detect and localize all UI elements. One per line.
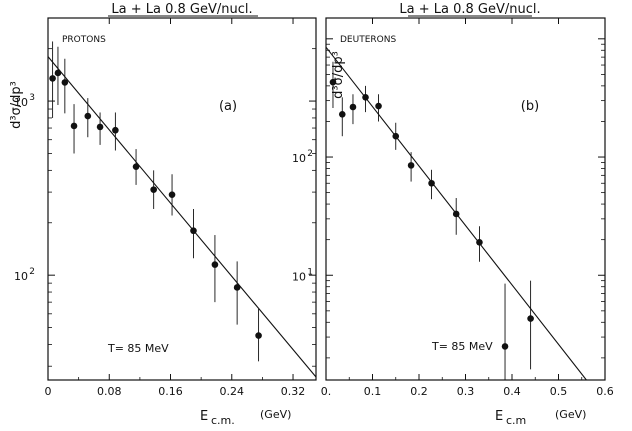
x-tick-label: 0. [321,385,332,398]
y-tick-exponent: 2 [29,267,35,277]
x-axis-unit: (GeV) [555,408,586,421]
y-tick-exponent: 1 [307,267,313,277]
y-tick-label: 10 [292,270,306,283]
data-point [527,315,534,322]
data-point [255,332,262,339]
panel-b: La + La 0.8 GeV/nucl. 0. 0.1 0.2 0.3 0.4 0.5 0.… [292,2,614,427]
data-point [501,343,509,350]
y-tick-label: 10 [14,96,28,109]
x-tick-label: 0.5 [550,385,568,398]
x-axis-label-sub: c.m. [211,414,235,427]
x-axis-label: E [200,409,208,424]
data-point [190,227,197,235]
data-point [362,94,369,101]
data-point [329,78,337,86]
data-point [211,261,219,268]
plot-frame [325,17,606,381]
data-point [392,132,400,140]
data-point [96,123,104,131]
data-point [428,179,435,187]
x-axis-unit: (GeV) [260,408,291,421]
y-tick-label: 10 [14,270,28,283]
x-axis-label: E [495,409,503,424]
chart-title: La + La 0.8 GeV/nucl. [399,2,540,17]
data-point [112,126,119,134]
data-point [54,69,62,77]
data-point [49,75,56,82]
data-point [61,79,69,86]
plot-frame [47,17,317,381]
temperature-label: T= 85 MeV [431,340,493,353]
particle-label: PROTONS [62,35,106,45]
data-point [233,284,241,291]
x-tick-label: 0.16 [158,385,183,398]
chart-title: La + La 0.8 GeV/nucl. [111,2,252,17]
data-point [452,210,460,218]
y-axis-label: d³σ/dp³ [331,51,346,99]
panel-tag: (b) [521,99,539,114]
data-point [349,103,357,111]
x-axis-label-sub: c.m [506,414,526,427]
panel-a: La + La 0.8 GeV/nucl. 0 0.08 0.16 0.24 0.32 10… [9,2,317,427]
x-tick-label: 0.3 [457,385,475,398]
data-point [150,186,157,193]
data-point [84,112,92,120]
x-tick-label: 0.2 [410,385,428,398]
data-point [375,102,382,110]
temperature-label: T= 85 MeV [107,342,169,355]
data-point [70,122,78,130]
particle-label: DEUTERONS [340,35,396,45]
y-tick-exponent: 3 [29,93,35,103]
x-tick-label: 0.08 [97,385,122,398]
data-point [476,238,483,246]
y-tick-label: 10 [292,152,306,165]
x-tick-label: 0.6 [596,385,614,398]
x-tick-label: 0.4 [503,385,521,398]
data-point [132,163,140,170]
x-tick-label: 0.32 [281,385,306,398]
fit-line [48,56,316,378]
x-tick-label: 0 [45,385,52,398]
x-tick-label: 0.24 [220,385,245,398]
data-point [407,162,415,169]
y-tick-exponent: 2 [307,149,313,159]
data-point [338,110,346,118]
panel-tag: (a) [219,99,237,114]
x-tick-label: 0.1 [364,385,382,398]
y-axis-label: d³σ/dp³ [9,81,24,129]
data-point [168,191,176,198]
